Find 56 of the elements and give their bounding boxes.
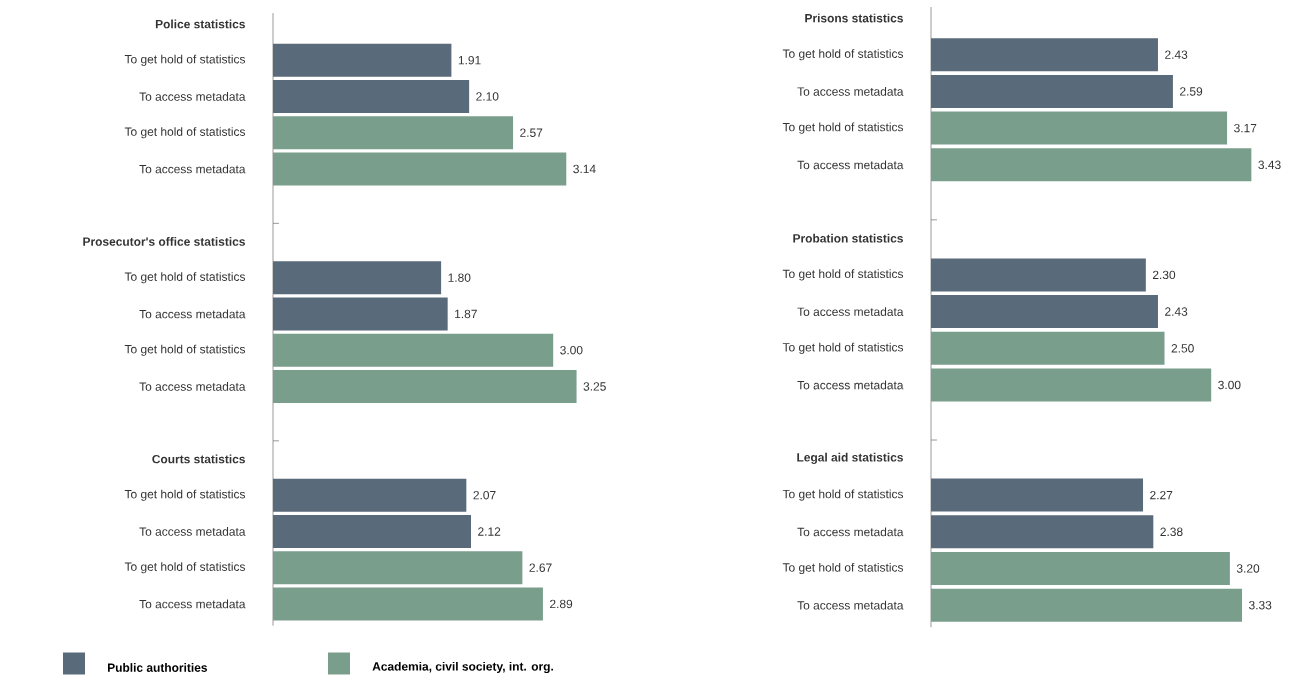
data-label: 2.67 xyxy=(529,563,552,572)
data-label: 3.17 xyxy=(1234,123,1257,133)
y-tick-label: To access metadata xyxy=(139,599,246,609)
data-label: 2.59 xyxy=(1180,87,1203,96)
y-tick-label: To get hold of statistics xyxy=(782,562,904,575)
y-tick-label: To access metadata xyxy=(797,527,904,537)
y-tick-label: Courts statistics xyxy=(152,454,245,464)
data-label: 2.50 xyxy=(1171,344,1194,353)
y-tick-label: Probation statistics xyxy=(793,233,903,243)
y-tick-label: To get hold of statistics xyxy=(124,489,246,501)
y-tick-label: To get hold of statistics xyxy=(782,49,904,61)
legend-label: Public authorities xyxy=(108,663,208,672)
data-label: 2.12 xyxy=(478,527,501,536)
y-tick-label: To access metadata xyxy=(139,382,246,391)
data-label: 2.27 xyxy=(1150,490,1173,500)
data-label: 1.80 xyxy=(448,273,471,282)
y-tick-label: Police statistics xyxy=(155,19,245,29)
data-label: 2.38 xyxy=(1160,527,1183,537)
data-label: 2.43 xyxy=(1165,50,1188,59)
y-tick-label: Prosecutor's office statistics xyxy=(83,237,245,246)
data-label: 3.00 xyxy=(1218,380,1241,390)
y-tick-label: To get hold of statistics xyxy=(124,127,246,139)
y-tick-label: Prisons statistics xyxy=(805,13,903,23)
y-tick-label: To access metadata xyxy=(797,160,904,170)
y-tick-label: To get hold of statistics xyxy=(124,272,246,284)
data-label: 2.30 xyxy=(1152,270,1176,280)
data-label: 2.57 xyxy=(520,128,543,137)
y-tick-label: To access metadata xyxy=(797,600,904,610)
y-tick-label: To access metadata xyxy=(797,87,904,96)
y-tick-label: To get hold of statistics xyxy=(124,54,246,66)
y-tick-label: To access metadata xyxy=(797,307,904,316)
y-tick-label: To get hold of statistics xyxy=(782,489,904,501)
data-label: 2.10 xyxy=(476,92,499,101)
data-label: 2.43 xyxy=(1165,307,1188,316)
data-label: 1.91 xyxy=(458,55,481,65)
data-label: 3.33 xyxy=(1249,600,1272,610)
y-tick-label: To access metadata xyxy=(139,309,246,319)
data-label: 3.14 xyxy=(573,164,596,174)
y-tick-label: To access metadata xyxy=(139,164,246,174)
y-tick-label: To get hold of statistics xyxy=(124,562,246,574)
y-tick-label: Legal aid statistics xyxy=(797,452,903,464)
legend-label: Academia, civil society, int. org. xyxy=(372,661,553,674)
y-tick-label: To get hold of statistics xyxy=(124,344,246,356)
y-tick-label: To access metadata xyxy=(797,380,904,390)
y-tick-label: To get hold of statistics xyxy=(782,269,904,281)
data-label: 2.07 xyxy=(473,490,496,500)
data-label: 2.89 xyxy=(550,599,573,609)
data-label: 3.20 xyxy=(1236,564,1260,573)
y-tick-label: To access metadata xyxy=(139,92,246,101)
data-label: 1.87 xyxy=(455,309,477,319)
data-label: 3.00 xyxy=(560,345,583,355)
y-tick-label: To get hold of statistics xyxy=(782,342,904,354)
y-tick-label: To get hold of statistics xyxy=(782,122,904,134)
data-label: 3.25 xyxy=(583,382,606,391)
y-tick-label: To access metadata xyxy=(139,527,246,536)
data-label: 3.43 xyxy=(1258,160,1281,170)
